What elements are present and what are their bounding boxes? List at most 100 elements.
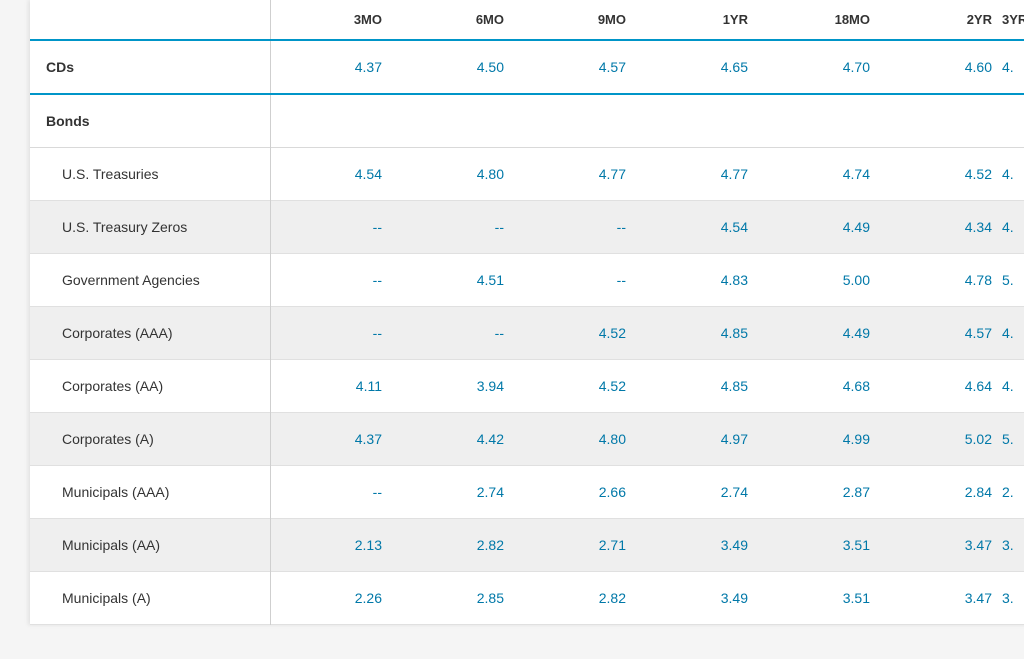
header-blank [30, 0, 270, 40]
yield-value[interactable]: 4.49 [758, 201, 880, 254]
yield-value[interactable]: 4.77 [514, 148, 636, 201]
yield-value-cut[interactable]: 4. [1002, 148, 1024, 201]
yield-value[interactable]: 4.52 [880, 148, 1002, 201]
yield-value[interactable]: 4.37 [270, 413, 392, 466]
yield-value[interactable]: -- [270, 466, 392, 519]
yield-value[interactable]: 4.50 [392, 40, 514, 94]
table-row: U.S. Treasury Zeros------4.544.494.344. [30, 201, 1024, 254]
yield-value[interactable]: -- [270, 307, 392, 360]
row-label[interactable]: Corporates (AAA) [30, 307, 270, 360]
yield-value[interactable]: 4.60 [880, 40, 1002, 94]
yield-value [392, 94, 514, 148]
table-body: CDs4.374.504.574.654.704.604.BondsU.S. T… [30, 40, 1024, 625]
yield-value[interactable]: 4.49 [758, 307, 880, 360]
yield-value[interactable]: 2.87 [758, 466, 880, 519]
row-label[interactable]: U.S. Treasury Zeros [30, 201, 270, 254]
yield-value[interactable]: 4.80 [514, 413, 636, 466]
yield-value[interactable]: -- [270, 254, 392, 307]
row-label[interactable]: Municipals (AAA) [30, 466, 270, 519]
yield-value[interactable]: 3.49 [636, 572, 758, 625]
yield-value[interactable]: 3.51 [758, 519, 880, 572]
yield-value[interactable]: 4.85 [636, 360, 758, 413]
yield-value[interactable]: 4.70 [758, 40, 880, 94]
yield-value[interactable]: 4.78 [880, 254, 1002, 307]
yield-value[interactable]: 3.47 [880, 519, 1002, 572]
yield-value[interactable]: 2.74 [392, 466, 514, 519]
yield-value[interactable]: 2.66 [514, 466, 636, 519]
table-row: Corporates (A)4.374.424.804.974.995.025. [30, 413, 1024, 466]
yield-value[interactable]: -- [392, 307, 514, 360]
row-label[interactable]: CDs [30, 40, 270, 94]
yield-table: 3MO 6MO 9MO 1YR 18MO 2YR 3YR CDs4.374.50… [30, 0, 1024, 625]
row-label[interactable]: Corporates (A) [30, 413, 270, 466]
yield-value[interactable]: 2.84 [880, 466, 1002, 519]
yield-value[interactable]: -- [514, 254, 636, 307]
yield-value[interactable]: 4.54 [270, 148, 392, 201]
yield-value[interactable]: 3.47 [880, 572, 1002, 625]
yield-value[interactable]: 4.54 [636, 201, 758, 254]
yield-value[interactable]: 4.85 [636, 307, 758, 360]
yield-value[interactable]: 4.57 [514, 40, 636, 94]
row-label[interactable]: Government Agencies [30, 254, 270, 307]
yield-value-cut[interactable]: 5. [1002, 413, 1024, 466]
yield-value-cut[interactable]: 3. [1002, 519, 1024, 572]
yield-value[interactable]: 4.51 [392, 254, 514, 307]
table-row: Bonds [30, 94, 1024, 148]
header-3mo[interactable]: 3MO [270, 0, 392, 40]
yield-value [636, 94, 758, 148]
yield-value[interactable]: 4.65 [636, 40, 758, 94]
yield-value[interactable]: 4.64 [880, 360, 1002, 413]
yield-value[interactable]: 5.02 [880, 413, 1002, 466]
yield-value-cut[interactable]: 4. [1002, 40, 1024, 94]
yield-value-cut[interactable]: 3. [1002, 572, 1024, 625]
yield-value[interactable]: 5.00 [758, 254, 880, 307]
yield-value[interactable]: -- [514, 201, 636, 254]
header-cut[interactable]: 3YR [1002, 0, 1024, 40]
yield-value[interactable]: 2.74 [636, 466, 758, 519]
yield-value[interactable]: 3.94 [392, 360, 514, 413]
header-6mo[interactable]: 6MO [392, 0, 514, 40]
table-row: Municipals (A)2.262.852.823.493.513.473. [30, 572, 1024, 625]
yield-value[interactable]: 4.34 [880, 201, 1002, 254]
yield-value-cut[interactable]: 4. [1002, 307, 1024, 360]
yield-value[interactable]: 4.37 [270, 40, 392, 94]
yield-value[interactable]: 4.42 [392, 413, 514, 466]
yield-value-cut[interactable]: 4. [1002, 201, 1024, 254]
yield-value[interactable]: 4.52 [514, 307, 636, 360]
row-label[interactable]: U.S. Treasuries [30, 148, 270, 201]
yield-value-cut[interactable]: 2. [1002, 466, 1024, 519]
row-label[interactable]: Municipals (AA) [30, 519, 270, 572]
header-18mo[interactable]: 18MO [758, 0, 880, 40]
yield-value [880, 94, 1002, 148]
yield-value[interactable]: 2.82 [514, 572, 636, 625]
yield-value[interactable]: 2.71 [514, 519, 636, 572]
yield-value[interactable]: 4.99 [758, 413, 880, 466]
header-9mo[interactable]: 9MO [514, 0, 636, 40]
yield-value[interactable]: -- [392, 201, 514, 254]
yield-value[interactable]: 4.83 [636, 254, 758, 307]
yield-value[interactable]: 3.51 [758, 572, 880, 625]
yield-value-cut[interactable]: 4. [1002, 360, 1024, 413]
yield-value[interactable]: 4.77 [636, 148, 758, 201]
table-row: Government Agencies--4.51--4.835.004.785… [30, 254, 1024, 307]
yield-value[interactable]: 4.80 [392, 148, 514, 201]
yield-value[interactable]: 4.97 [636, 413, 758, 466]
yield-value[interactable]: 2.13 [270, 519, 392, 572]
table-row: CDs4.374.504.574.654.704.604. [30, 40, 1024, 94]
yield-value[interactable]: 4.52 [514, 360, 636, 413]
yield-value[interactable]: 4.74 [758, 148, 880, 201]
yield-value[interactable]: 4.11 [270, 360, 392, 413]
yield-value[interactable]: 2.26 [270, 572, 392, 625]
yield-value[interactable]: 2.85 [392, 572, 514, 625]
yield-value[interactable]: 3.49 [636, 519, 758, 572]
row-label[interactable]: Corporates (AA) [30, 360, 270, 413]
yield-value[interactable]: 4.57 [880, 307, 1002, 360]
header-1yr[interactable]: 1YR [636, 0, 758, 40]
row-label[interactable]: Municipals (A) [30, 572, 270, 625]
yield-value[interactable]: 4.68 [758, 360, 880, 413]
yield-value[interactable]: -- [270, 201, 392, 254]
yield-value-cut[interactable]: 5. [1002, 254, 1024, 307]
yield-value [514, 94, 636, 148]
header-2yr[interactable]: 2YR [880, 0, 1002, 40]
yield-value[interactable]: 2.82 [392, 519, 514, 572]
